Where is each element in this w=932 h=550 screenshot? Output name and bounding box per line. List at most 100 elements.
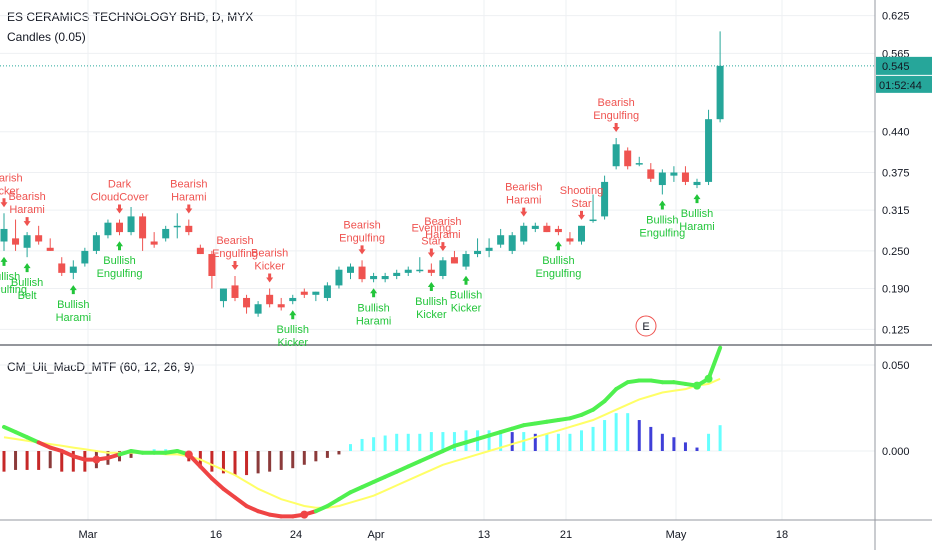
candle-body[interactable] [335, 269, 343, 286]
macd-line-segment [383, 469, 399, 479]
macd-histogram-bar [672, 437, 676, 451]
candle-body[interactable] [196, 247, 204, 255]
macd-histogram-bar [71, 451, 75, 472]
candle-body[interactable] [150, 241, 158, 245]
pattern-label: Bullish [450, 290, 482, 302]
pattern-label: Engulfing [593, 110, 639, 122]
candle-body[interactable] [81, 250, 89, 264]
candle-body[interactable] [289, 297, 297, 302]
candle-body[interactable] [635, 163, 643, 165]
candle-body[interactable] [439, 260, 447, 276]
candle-body[interactable] [612, 144, 620, 167]
macd-histogram-bar [314, 451, 318, 462]
candle-body[interactable] [12, 238, 20, 245]
candle-body[interactable] [508, 235, 516, 251]
pattern-label: Evening [411, 222, 451, 234]
candle-body[interactable] [231, 285, 239, 298]
candle-body[interactable] [589, 219, 597, 222]
pattern-label: Engulfing [212, 248, 258, 260]
candle-body[interactable] [381, 276, 389, 280]
candle-body[interactable] [219, 288, 227, 302]
pattern-arrow-up [116, 241, 123, 251]
chart-title: ES CERAMICS TECHNOLOGY BHD, D, MYX [7, 10, 254, 24]
macd-line-segment [233, 495, 249, 509]
candle-body[interactable] [58, 263, 66, 273]
candle-body[interactable] [670, 172, 678, 176]
macd-histogram-bar [349, 444, 352, 451]
candle-body[interactable] [554, 228, 562, 233]
pattern-label: Kicker [254, 261, 285, 273]
candle-body[interactable] [69, 266, 77, 273]
candle-body[interactable] [46, 247, 54, 251]
candle-body[interactable] [404, 269, 412, 273]
candle-body[interactable] [693, 181, 701, 186]
macd-histogram-bar [626, 413, 630, 451]
candle-body[interactable] [162, 228, 170, 239]
candle-body[interactable] [705, 119, 713, 182]
candle-body[interactable] [450, 257, 458, 264]
candle-body[interactable] [624, 150, 632, 167]
candle-body[interactable] [300, 291, 308, 295]
candle-body[interactable] [104, 222, 112, 236]
pattern-arrow-down [231, 261, 239, 270]
candle-body[interactable] [681, 172, 689, 182]
candle-body[interactable] [497, 235, 505, 245]
macd-study-label[interactable]: CM_Ult_MacD_MTF (60, 12, 26, 9) [7, 360, 195, 374]
candle-body[interactable] [647, 169, 655, 179]
pattern-label: Bullish [681, 208, 713, 220]
macd-line-segment [567, 412, 584, 421]
candle-body[interactable] [185, 225, 193, 233]
macd-histogram-bar [325, 451, 329, 458]
candle-body[interactable] [543, 225, 551, 233]
candle-body[interactable] [0, 228, 8, 242]
candle-body[interactable] [312, 291, 320, 295]
candle-body[interactable] [23, 235, 31, 248]
candle-body[interactable] [716, 65, 724, 120]
candle-body[interactable] [323, 285, 331, 298]
candle-body[interactable] [266, 294, 274, 305]
candle-body[interactable] [243, 297, 251, 308]
pattern-label: Engulfing [639, 227, 685, 239]
macd-line-segment [440, 443, 457, 453]
pattern-arrow-up [0, 256, 8, 266]
pattern-label: Belt [18, 290, 37, 302]
candle-body[interactable] [370, 276, 378, 280]
pattern-label: Harami [9, 204, 44, 216]
pattern-label: Bearish [424, 216, 461, 228]
candle-body[interactable] [347, 266, 354, 273]
pattern-label: Harami [506, 195, 541, 207]
candle-body[interactable] [416, 269, 424, 272]
pattern-arrow-up [693, 194, 701, 204]
pattern-arrow-up [289, 310, 297, 320]
candle-body[interactable] [139, 216, 147, 239]
macd-line-segment [59, 449, 76, 459]
candle-body[interactable] [358, 266, 366, 280]
candle-body[interactable] [601, 181, 609, 217]
candles-study-label[interactable]: Candles (0.05) [7, 30, 86, 44]
macd-line-segment [256, 509, 272, 517]
candle-body[interactable] [35, 235, 43, 242]
candle-body[interactable] [393, 272, 401, 276]
candle-body[interactable] [485, 247, 493, 251]
candle-body[interactable] [658, 172, 666, 186]
candle-body[interactable] [92, 235, 100, 251]
candle-body[interactable] [127, 216, 135, 233]
macd-histogram-bar [2, 451, 6, 472]
candle-body[interactable] [474, 250, 482, 255]
candle-body[interactable] [578, 225, 585, 242]
candle-body[interactable] [427, 269, 435, 273]
candle-body[interactable] [254, 304, 262, 314]
candle-body[interactable] [566, 238, 574, 242]
macd-histogram-bar [383, 435, 387, 451]
candle-body[interactable] [462, 254, 470, 267]
candle-body[interactable] [173, 225, 181, 228]
candle-body[interactable] [531, 225, 539, 229]
macd-histogram-bar [568, 433, 572, 451]
candle-body[interactable] [520, 225, 528, 242]
candle-body[interactable] [277, 304, 285, 308]
macd-histogram-bar [268, 451, 272, 472]
candle-body[interactable] [116, 222, 123, 233]
earnings-marker[interactable] [635, 315, 657, 337]
candle-body[interactable] [208, 254, 216, 276]
